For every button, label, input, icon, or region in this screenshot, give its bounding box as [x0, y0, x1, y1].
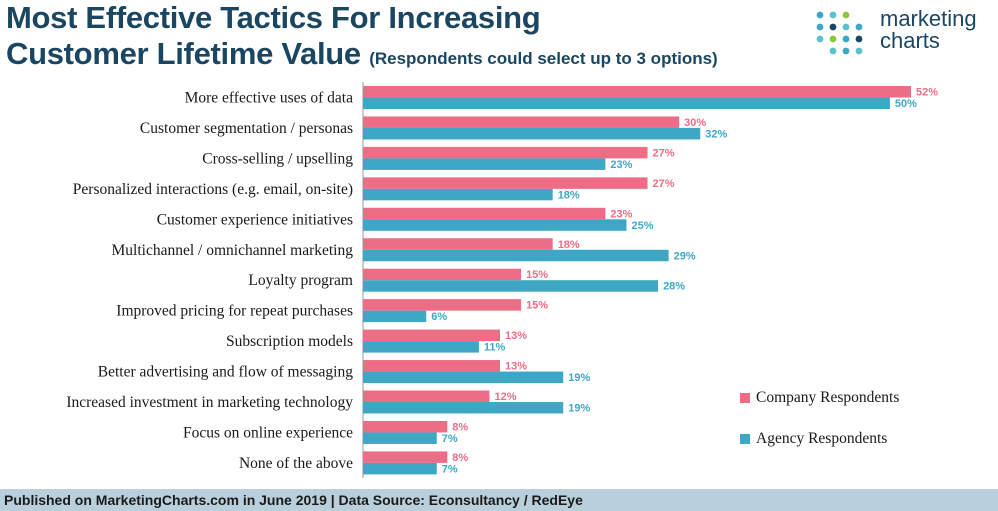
value-label-company: 8% [452, 452, 468, 464]
value-label-agency: 11% [484, 342, 506, 354]
value-label-agency: 19% [568, 403, 590, 415]
logo-dot [842, 11, 850, 19]
category-label: More effective uses of data [185, 90, 354, 107]
value-label-agency: 18% [558, 189, 580, 201]
logo-dot [816, 11, 824, 19]
bar-company [363, 360, 500, 372]
title-line-1: Most Effective Tactics For Increasing [6, 0, 541, 35]
bar-agency [363, 127, 701, 140]
bar-agency [363, 219, 627, 231]
value-label-agency: 25% [631, 220, 653, 232]
chart-title: Most Effective Tactics For Increasing Cu… [6, 0, 718, 77]
category-label: Subscription models [226, 333, 353, 350]
logo-dot [855, 23, 863, 31]
bar-company [363, 177, 648, 189]
value-label-company: 13% [505, 361, 527, 373]
value-label-company: 12% [494, 391, 516, 403]
category-label: Personalized interactions (e.g. email, o… [73, 181, 353, 198]
logo-word-2: charts [880, 28, 940, 53]
value-label-agency: 19% [568, 372, 590, 384]
value-label-company: 23% [610, 208, 632, 220]
bar-agency [363, 280, 659, 292]
value-label-company: 15% [526, 269, 548, 281]
footer-source: Published on MarketingCharts.com in June… [0, 489, 998, 511]
chart-subtitle: (Respondents could select up to 3 option… [369, 49, 718, 68]
category-label: Cross-selling / upselling [202, 150, 353, 167]
value-label-agency: 23% [610, 159, 632, 171]
value-label-company: 52% [916, 87, 938, 99]
legend-item-company: Company Respondents [740, 388, 899, 408]
legend: Company Respondents Agency Respondents [740, 388, 899, 470]
value-label-company: 30% [684, 117, 706, 129]
logo-dot [829, 23, 837, 31]
category-label: Customer segmentation / personas [140, 120, 353, 137]
bar-chart: More effective uses of data 52%50% Custome… [66, 82, 938, 478]
value-label-company: 8% [452, 421, 468, 433]
value-label-agency: 7% [442, 433, 458, 445]
bar-company [363, 420, 448, 433]
bar-agency [363, 371, 564, 384]
logo-dot [855, 47, 863, 55]
bar-agency [363, 158, 606, 170]
bar-company [363, 329, 500, 342]
category-label: Focus on online experience [183, 424, 353, 441]
bar-company [363, 390, 490, 402]
value-label-company: 27% [653, 178, 675, 190]
logo-dot [842, 47, 850, 55]
bar-company [363, 116, 680, 128]
value-label-company: 18% [558, 239, 580, 251]
value-label-agency: 32% [705, 128, 727, 140]
legend-swatch-agency [740, 434, 750, 444]
logo-dot [829, 11, 837, 19]
bar-agency [363, 402, 564, 414]
category-label: Better advertising and flow of messaging [98, 364, 354, 381]
dot-grid-icon [816, 11, 863, 55]
bar-agency [363, 188, 553, 201]
bar-company [363, 238, 553, 250]
value-label-company: 13% [505, 330, 527, 342]
logo-dot [842, 35, 850, 43]
category-label: Improved pricing for repeat purchases [116, 303, 353, 320]
category-label: Increased investment in marketing techno… [66, 394, 353, 411]
category-label: Multichannel / omnichannel marketing [112, 242, 354, 259]
bar-company [363, 207, 606, 220]
logo-dot [842, 23, 850, 31]
bar-agency [363, 97, 890, 109]
bar-company [363, 268, 522, 281]
bar-company [363, 299, 522, 311]
logo-dot [829, 47, 837, 55]
bar-agency [363, 462, 437, 475]
bar-agency [363, 249, 669, 262]
legend-swatch-company [740, 393, 750, 403]
logo-dot [816, 23, 824, 31]
legend-label-company: Company Respondents [756, 389, 900, 406]
logo-word-1: marketing [880, 6, 977, 31]
value-label-company: 27% [653, 147, 675, 159]
value-label-agency: 29% [674, 250, 696, 262]
bar-agency [363, 341, 479, 353]
value-label-agency: 6% [431, 311, 447, 323]
logo-dot [829, 35, 837, 43]
value-label-company: 15% [526, 300, 548, 312]
category-label: Customer experience initiatives [157, 211, 353, 228]
bar-company [363, 451, 448, 463]
bar-agency [363, 310, 427, 323]
bar-company [363, 86, 911, 98]
marketingcharts-logo: marketing charts [880, 8, 977, 52]
logo-dot [816, 35, 824, 43]
value-label-agency: 7% [442, 463, 458, 475]
bar-agency [363, 432, 437, 444]
value-label-agency: 28% [663, 281, 685, 293]
title-line-2: Customer Lifetime Value (Respondents cou… [6, 36, 718, 77]
category-label: None of the above [239, 455, 353, 472]
title-line-2-text: Customer Lifetime Value [6, 36, 361, 71]
legend-item-agency: Agency Respondents [740, 429, 899, 449]
legend-label-agency: Agency Respondents [756, 430, 888, 447]
bar-company [363, 146, 648, 159]
value-label-agency: 50% [895, 98, 917, 110]
logo-dot [855, 35, 863, 43]
category-label: Loyalty program [248, 272, 353, 289]
